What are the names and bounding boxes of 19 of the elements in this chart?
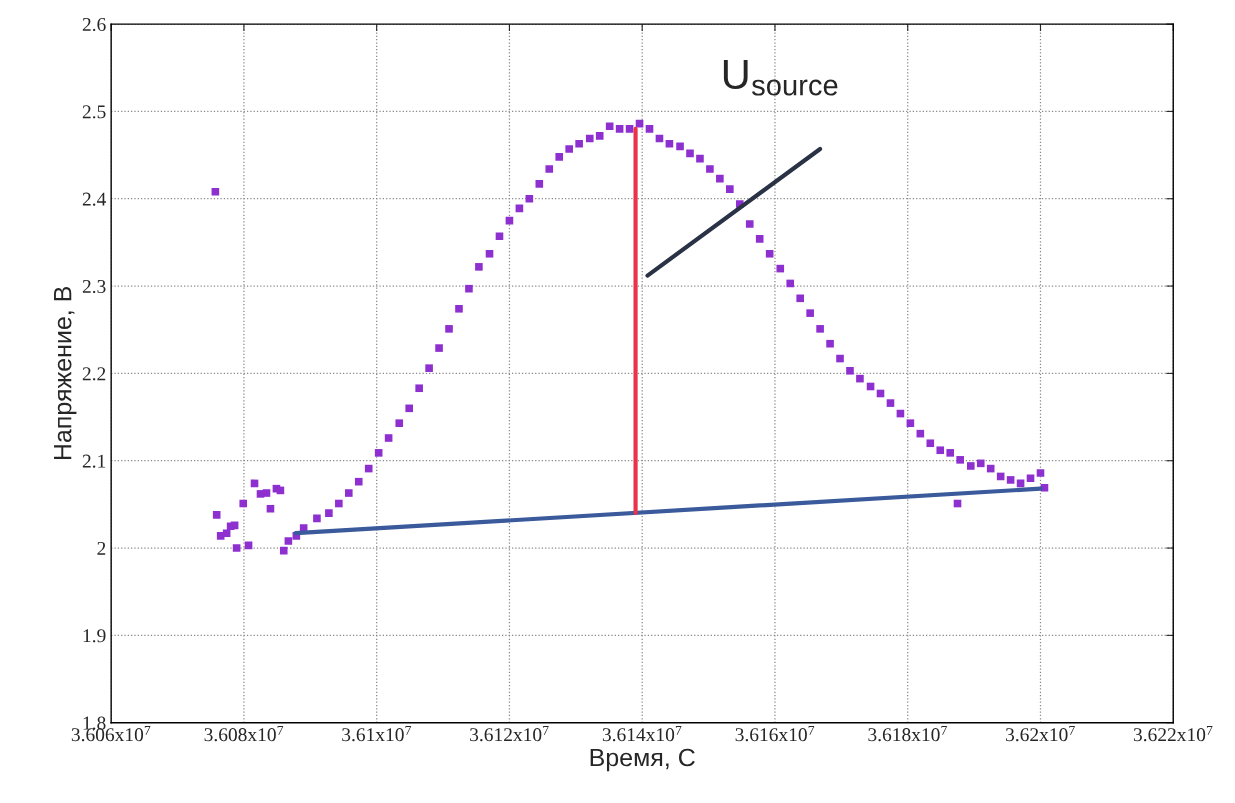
y-tick-label: 2.1	[82, 454, 106, 468]
x-tick-label: 3.612x10$^{7}$	[470, 725, 549, 742]
x-tick-label: 3.618x10$^{7}$	[868, 725, 947, 742]
x-tick-label: 3.616x10$^{7}$	[735, 725, 815, 742]
y-tick-label: 2.2	[82, 367, 106, 381]
y-axis-title: Напряжение, В	[54, 286, 77, 460]
x-tick-label: 3.622x10$^{7}$	[1133, 725, 1213, 742]
y-tick-label: 2.5	[82, 105, 106, 119]
y-tick-label: 2.4	[82, 192, 106, 206]
annotation: U$_{source}$	[723, 60, 838, 96]
x-axis-title: Время, С	[590, 748, 695, 772]
x-tick-label: 3.62x10$^{7}$	[1006, 725, 1075, 742]
y-tick-label: 2.3	[82, 279, 106, 294]
y-tick-label: 2.6	[82, 17, 106, 32]
y-tick-label: 2	[97, 541, 106, 555]
y-tick-label: 1.9	[83, 629, 106, 643]
x-tick-label: 3.61x10$^{7}$	[342, 725, 412, 742]
x-tick-label: 3.608x10$^{7}$	[204, 725, 284, 742]
x-tick-label: 3.614x10$^{7}$	[602, 725, 682, 742]
